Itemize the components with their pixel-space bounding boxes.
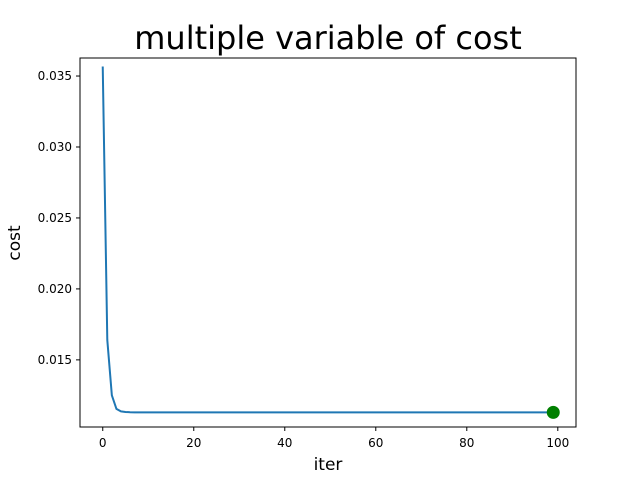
x-axis-label: iter [314, 455, 343, 475]
x-tick-label: 0 [99, 436, 107, 450]
y-tick-label: 0.025 [38, 211, 72, 225]
chart-title: multiple variable of cost [134, 19, 522, 57]
y-tick-label: 0.030 [38, 140, 72, 154]
x-tick-label: 20 [186, 436, 201, 450]
plot-area [101, 66, 560, 419]
y-tick-label: 0.035 [38, 69, 72, 83]
final-point-marker [546, 405, 560, 419]
y-tick-label: 0.015 [38, 353, 72, 367]
plot-frame [79, 57, 577, 428]
y-axis-label: cost [5, 225, 25, 261]
axis-ticks: 0 20 40 60 80 100 0.015 0.020 0.025 0.030 0.035 [38, 69, 570, 450]
cost-series-line [101, 66, 555, 414]
x-tick-label: 80 [459, 436, 474, 450]
x-tick-label: 60 [368, 436, 383, 450]
x-tick-label: 40 [277, 436, 292, 450]
y-tick-label: 0.020 [38, 282, 72, 296]
x-tick-label: 100 [546, 436, 569, 450]
